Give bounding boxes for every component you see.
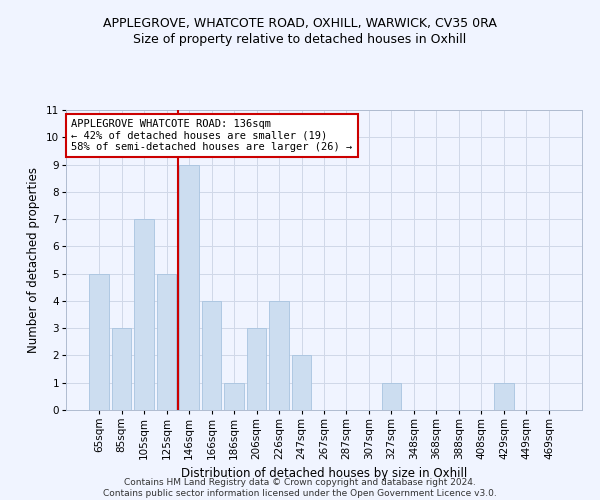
Text: Contains HM Land Registry data © Crown copyright and database right 2024.
Contai: Contains HM Land Registry data © Crown c… bbox=[103, 478, 497, 498]
Text: APPLEGROVE, WHATCOTE ROAD, OXHILL, WARWICK, CV35 0RA: APPLEGROVE, WHATCOTE ROAD, OXHILL, WARWI… bbox=[103, 18, 497, 30]
Bar bbox=[494, 382, 514, 410]
Text: Size of property relative to detached houses in Oxhill: Size of property relative to detached ho… bbox=[133, 32, 467, 46]
Bar bbox=[269, 301, 289, 410]
Bar bbox=[89, 274, 109, 410]
Bar bbox=[202, 301, 221, 410]
Bar bbox=[157, 274, 176, 410]
Bar bbox=[112, 328, 131, 410]
X-axis label: Distribution of detached houses by size in Oxhill: Distribution of detached houses by size … bbox=[181, 468, 467, 480]
Bar bbox=[179, 164, 199, 410]
Y-axis label: Number of detached properties: Number of detached properties bbox=[27, 167, 40, 353]
Bar bbox=[247, 328, 266, 410]
Text: APPLEGROVE WHATCOTE ROAD: 136sqm
← 42% of detached houses are smaller (19)
58% o: APPLEGROVE WHATCOTE ROAD: 136sqm ← 42% o… bbox=[71, 119, 352, 152]
Bar bbox=[134, 219, 154, 410]
Bar bbox=[292, 356, 311, 410]
Bar bbox=[224, 382, 244, 410]
Bar bbox=[382, 382, 401, 410]
